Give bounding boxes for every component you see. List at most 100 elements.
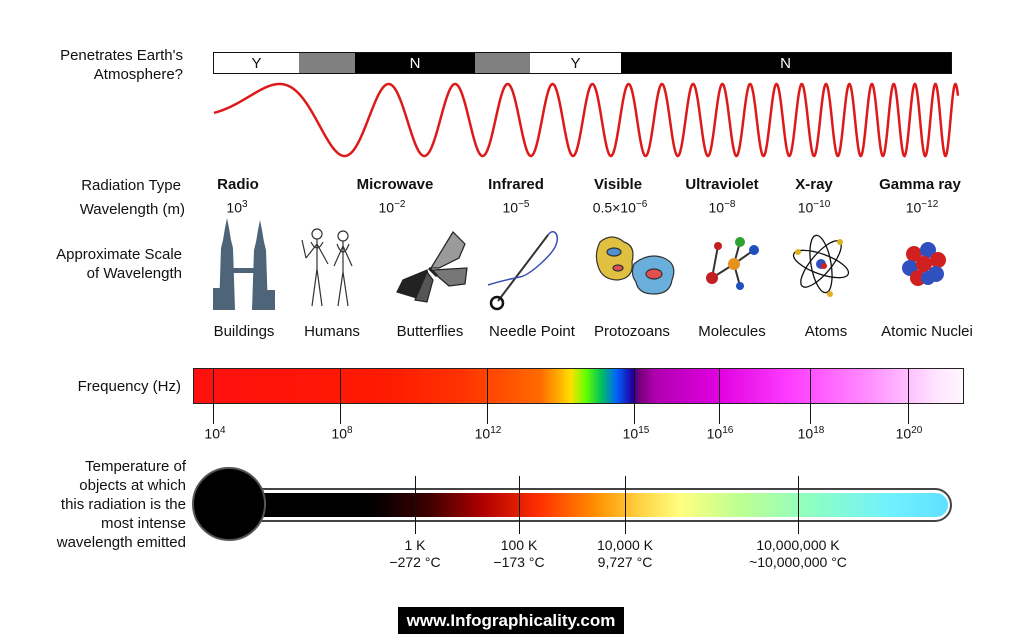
temperature-label-line1: Temperature of — [85, 458, 186, 475]
tick-base: 10 — [474, 425, 491, 442]
wl-exp: 3 — [242, 199, 248, 210]
frequency-tick-label: 108 — [331, 425, 352, 442]
wavelength-wave — [213, 82, 960, 158]
thermometer-gradient — [244, 493, 948, 517]
atmosphere-segment: N — [621, 53, 950, 73]
frequency-tick-line — [810, 368, 811, 424]
wl-exp: −5 — [518, 199, 530, 210]
temp-kelvin: 10,000 K — [596, 537, 654, 553]
radiation-type-visible: Visible — [593, 176, 643, 193]
temperature-10000000k: 10,000,000 K ~10,000,000 °C — [749, 537, 847, 571]
tick-base: 10 — [797, 425, 814, 442]
tick-base: 10 — [895, 425, 912, 442]
nuclei-icon — [902, 242, 946, 286]
frequency-label: Frequency (Hz) — [77, 378, 181, 395]
tick-exp: 18 — [813, 425, 825, 436]
radiation-type-ultraviolet: Ultraviolet — [685, 176, 759, 193]
wavelength-infrared: 10−5 — [503, 199, 530, 216]
temperature-100k: 100 K −173 °C — [493, 537, 544, 571]
wl-base: 10 — [502, 199, 519, 216]
wl-exp: −10 — [813, 199, 831, 210]
temp-celsius: −173 °C — [493, 554, 545, 570]
needle-icon — [487, 231, 559, 311]
scale-atoms: Atoms — [804, 323, 848, 340]
atmosphere-segment-label: N — [780, 54, 791, 72]
atmosphere-segment — [299, 53, 355, 73]
scale-atomic-nuclei: Atomic Nuclei — [881, 323, 973, 340]
tick-base: 10 — [706, 425, 723, 442]
atoms-icon — [792, 234, 850, 297]
frequency-tick-line — [719, 368, 720, 424]
wavelength-visible: 0.5×10−6 — [593, 199, 648, 216]
atmosphere-segment-label: N — [409, 54, 421, 72]
scale-molecules: Molecules — [698, 323, 766, 340]
atmosphere-segment: Y — [214, 53, 299, 73]
butterfly-icon — [396, 231, 468, 303]
temperature-label: Temperature of objects at which this rad… — [10, 457, 186, 552]
atmosphere-segment-label: Y — [570, 54, 581, 72]
frequency-tick-label: 1015 — [623, 425, 650, 442]
scale-protozoans: Protozoans — [594, 323, 670, 340]
frequency-tick-label: 1020 — [896, 425, 923, 442]
wl-base: 10 — [797, 199, 814, 216]
atmosphere-segment — [475, 53, 530, 73]
atmosphere-segment: Y — [530, 53, 621, 73]
wl-exp: −8 — [724, 199, 736, 210]
scale-buildings: Buildings — [213, 323, 275, 340]
frequency-tick-line — [634, 368, 635, 424]
temperature-1k: 1 K −272 °C — [389, 537, 440, 571]
buildings-icon — [213, 218, 275, 310]
wl-base: 10 — [226, 199, 243, 216]
radiation-type-infrared: Infrared — [488, 176, 544, 193]
wl-base: 0.5×10 — [592, 199, 636, 216]
radiation-type-label: Radiation Type — [81, 177, 181, 194]
temp-kelvin: 10,000,000 K — [756, 537, 840, 553]
temperature-label-line2: objects at which — [79, 477, 186, 494]
temperature-label-line4: most intense — [100, 515, 186, 532]
wavelength-microwave: 10−2 — [379, 199, 406, 216]
humans-icon — [301, 228, 353, 307]
frequency-tick-line — [908, 368, 909, 424]
tick-exp: 12 — [490, 425, 502, 436]
radiation-type-gamma: Gamma ray — [879, 176, 961, 193]
atmosphere-label-line1: Penetrates Earth's — [60, 47, 183, 64]
wl-base: 10 — [708, 199, 725, 216]
tick-base: 10 — [331, 425, 348, 442]
wave-path — [213, 82, 960, 158]
frequency-spectrum-bar — [193, 368, 964, 404]
temperature-tick-line — [415, 476, 416, 534]
temp-celsius: ~10,000,000 °C — [749, 554, 847, 570]
thermometer-bulb — [192, 467, 266, 541]
temperature-tick-line — [798, 476, 799, 534]
scale-label-line1: Approximate Scale — [56, 246, 182, 263]
frequency-tick-line — [340, 368, 341, 424]
scale-needle-point: Needle Point — [489, 323, 575, 340]
tick-exp: 15 — [638, 425, 650, 436]
tick-base: 10 — [204, 425, 221, 442]
wavelength-xray: 10−10 — [798, 199, 831, 216]
scale-butterflies: Butterflies — [396, 323, 464, 340]
source-watermark: www.Infographicality.com — [398, 607, 624, 634]
radiation-type-xray: X-ray — [795, 176, 833, 193]
frequency-tick-label: 1018 — [798, 425, 825, 442]
temperature-tick-line — [625, 476, 626, 534]
atmosphere-segment-label: Y — [251, 54, 262, 72]
temp-kelvin: 1 K — [404, 537, 426, 553]
wavelength-gamma: 10−12 — [906, 199, 939, 216]
frequency-tick-label: 104 — [204, 425, 225, 442]
scale-label: Approximate Scale of Wavelength — [20, 245, 182, 283]
temp-kelvin: 100 K — [500, 537, 538, 553]
atmosphere-label: Penetrates Earth's Atmosphere? — [20, 46, 183, 84]
molecules-icon — [706, 237, 759, 290]
temperature-label-line3: this radiation is the — [60, 496, 186, 513]
protozoans-icon — [595, 236, 675, 295]
frequency-tick-label: 1012 — [475, 425, 502, 442]
temp-celsius: 9,727 °C — [597, 554, 653, 570]
temperature-label-line5: wavelength emitted — [56, 534, 186, 551]
wavelength-radio: 103 — [226, 199, 247, 216]
temperature-10000k: 10,000 K 9,727 °C — [597, 537, 653, 571]
wavelength-ultraviolet: 10−8 — [709, 199, 736, 216]
tick-exp: 16 — [722, 425, 734, 436]
atmosphere-bar: Y N Y N — [213, 52, 952, 74]
wl-exp: −6 — [635, 199, 648, 210]
